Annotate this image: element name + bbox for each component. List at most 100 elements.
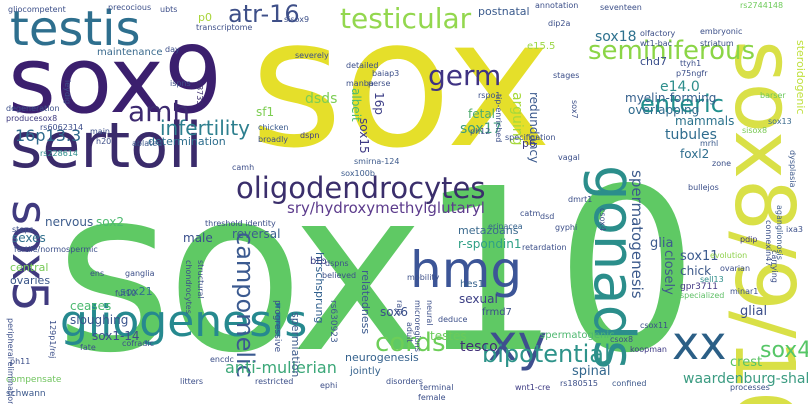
word: hmg <box>410 241 523 299</box>
word: determination <box>148 135 226 148</box>
word: ixa3 <box>786 225 803 234</box>
word: seventeen <box>600 3 642 12</box>
word: compensate <box>6 375 62 385</box>
word: leydig <box>63 80 72 105</box>
word: evolution <box>710 251 748 260</box>
word: sox <box>250 0 552 187</box>
word: ispns <box>170 79 191 88</box>
word: progressive <box>272 300 282 353</box>
word: mrhl <box>700 139 719 148</box>
word: female <box>418 393 446 402</box>
word: bipotential <box>482 340 611 368</box>
word: male <box>183 231 213 245</box>
word: sf1 <box>256 105 275 119</box>
word: sox10 <box>55 141 698 403</box>
word: crest <box>730 355 763 370</box>
word: rs228614 <box>40 149 78 158</box>
word: stages <box>553 71 580 80</box>
word: redundancy <box>527 92 541 164</box>
word: d3733 <box>195 80 204 106</box>
word: ttyh1 <box>680 59 702 68</box>
word: peripheral elimination <box>6 318 15 404</box>
word: hes1 <box>460 279 485 290</box>
word: dip2a <box>548 19 571 28</box>
word: sox15 <box>357 118 371 154</box>
word: sox11 <box>680 249 719 264</box>
word: detailed <box>346 61 379 70</box>
word: believed <box>322 271 357 280</box>
word: sox100b <box>341 169 375 178</box>
word: tesco <box>460 339 498 355</box>
word: processes <box>730 383 770 392</box>
word: fate <box>80 343 96 352</box>
word: dysplasia <box>788 150 797 188</box>
word: ganglia <box>125 269 155 278</box>
word: testicular <box>340 2 472 35</box>
word: albeit <box>349 88 363 122</box>
word: p75ngfr <box>676 69 708 78</box>
word: sox5 <box>1 200 57 312</box>
word: cords <box>375 328 446 358</box>
word: annotation <box>535 1 579 10</box>
word: mobility <box>407 273 440 282</box>
word: sox6 <box>380 305 408 319</box>
word: sell13 <box>700 275 724 284</box>
word: tubules <box>665 127 717 143</box>
word: ablated <box>132 139 163 148</box>
word: sox1-14 <box>92 329 140 343</box>
word: csox11 <box>640 321 669 330</box>
word: embryonic <box>700 27 743 36</box>
word: glial <box>740 304 768 319</box>
word: camh <box>232 163 255 172</box>
word: sry/hydroxymethylglutaryl <box>287 199 485 217</box>
word: gonads <box>581 165 646 370</box>
word: oligodendrocytes <box>236 171 486 205</box>
word: sox7 <box>570 100 579 119</box>
word: manba <box>346 79 374 88</box>
word: anti-mullerian <box>225 358 337 377</box>
word: structural <box>196 260 205 299</box>
word: fertile/normospermic <box>14 245 98 254</box>
word: spermatogenesis <box>628 170 646 299</box>
word: producesox8 <box>6 114 58 123</box>
word: arguing <box>509 92 525 146</box>
word: gyphi <box>555 223 578 232</box>
word: jointly <box>350 366 381 377</box>
word: baiap3 <box>372 69 400 78</box>
word: schwann <box>6 389 46 399</box>
word: steroidogenic <box>794 40 807 115</box>
word: broadly <box>258 135 289 144</box>
word: neural <box>425 300 434 326</box>
word: overlapping <box>628 103 700 117</box>
word: zone <box>712 159 732 168</box>
word: chicken <box>258 123 289 132</box>
word: pdip <box>740 235 758 244</box>
word: spermiation <box>289 312 302 378</box>
word: sexes <box>12 231 46 245</box>
word: enteric <box>640 90 724 118</box>
word: transcriptome <box>196 23 253 32</box>
word: ceases <box>70 299 112 313</box>
word: dsd <box>540 212 555 221</box>
word: foxl2 <box>680 147 710 161</box>
word: testes <box>430 329 467 343</box>
word: litters <box>180 377 204 386</box>
word: bullejos <box>688 183 719 192</box>
word: sox4 <box>760 338 808 363</box>
word: rs630923 <box>328 300 338 343</box>
word: nervous <box>45 215 94 229</box>
word: ovarian <box>720 264 751 273</box>
word: fetal <box>468 107 495 121</box>
word: ovaries <box>10 274 51 287</box>
word: ph11 <box>10 357 31 366</box>
word: degeneration <box>6 104 60 113</box>
word: xy <box>488 314 548 372</box>
word: closely <box>661 250 676 295</box>
word: fut10 <box>115 289 137 298</box>
word: confined <box>612 379 647 388</box>
word: dmrt1 <box>568 195 593 204</box>
word: germ <box>428 59 502 92</box>
word: spinal <box>572 364 611 379</box>
word: frmd7 <box>482 307 512 318</box>
word: maintenance <box>97 47 163 58</box>
